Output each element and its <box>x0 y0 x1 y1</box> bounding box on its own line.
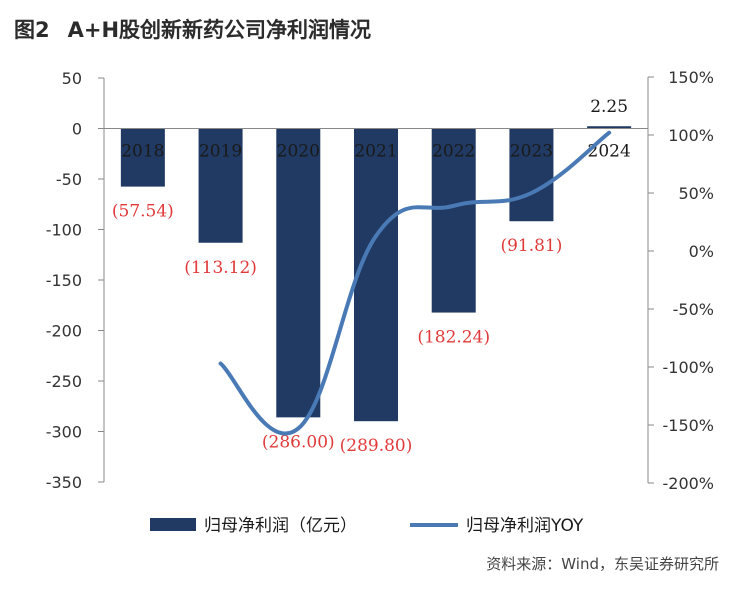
category-label: 2018 <box>121 142 164 162</box>
left-tick-label: -250 <box>46 372 82 391</box>
left-tick-label: -200 <box>46 322 82 341</box>
category-label: 2024 <box>588 142 631 162</box>
data-label: 2.25 <box>590 97 628 117</box>
data-label: (91.81) <box>500 236 562 256</box>
right-axis: 150% 100% 50% 0% -50% -100% -150% -200% <box>647 68 714 493</box>
bar-2021 <box>354 128 398 422</box>
left-tick-label: -50 <box>56 170 82 189</box>
right-tick-label: -100% <box>662 358 714 377</box>
right-tick-label: -200% <box>662 474 714 493</box>
data-label: (286.00) <box>262 432 335 452</box>
left-tick-label: -300 <box>46 423 82 442</box>
line-series <box>218 130 612 436</box>
data-label: (113.12) <box>184 258 257 278</box>
right-tick-label: 0% <box>689 242 714 261</box>
data-label: (57.54) <box>112 202 174 222</box>
bar-2023 <box>509 128 554 222</box>
right-tick-label: -50% <box>673 300 714 319</box>
category-label: 2023 <box>510 142 553 162</box>
bar-2024 <box>587 126 632 129</box>
bar-series: 2018 2019 2020 2021 2022 2023 2024 (57.54) (113.… <box>104 97 648 456</box>
category-label: 2019 <box>199 142 242 162</box>
left-axis: 50 0 -50 -100 -150 -200 -250 -300 -350 <box>46 69 105 492</box>
figure-label: 图2 <box>14 18 50 42</box>
legend-swatch-bar <box>150 518 196 531</box>
data-label: (289.80) <box>340 436 413 456</box>
category-label: 2022 <box>432 142 475 162</box>
right-tick-label: 50% <box>678 184 714 203</box>
left-tick-label: -350 <box>46 473 82 492</box>
left-tick-label: -150 <box>46 271 82 290</box>
right-tick-label: 100% <box>668 126 714 145</box>
data-label: (182.24) <box>417 328 490 348</box>
legend: 归母净利润（亿元） 归母净利润YOY <box>150 516 584 536</box>
bar-2020 <box>276 128 321 418</box>
category-label: 2020 <box>277 142 320 162</box>
bar-2019 <box>198 128 243 243</box>
figure-title: 图2 A+H股创新新药公司净利润情况 <box>14 14 389 44</box>
bar-2018 <box>120 128 165 187</box>
left-tick-label: -100 <box>46 221 82 240</box>
left-tick-label: 0 <box>72 120 82 139</box>
right-tick-label: 150% <box>668 68 714 87</box>
legend-label-line: 归母净利润YOY <box>466 516 584 536</box>
yoy-line <box>218 130 612 436</box>
legend-label-bar: 归母净利润（亿元） <box>204 516 357 536</box>
source-note: 资料来源：Wind，东吴证券研究所 <box>486 555 719 573</box>
category-label: 2021 <box>354 142 397 162</box>
figure-title-text: A+H股创新新药公司净利润情况 <box>67 18 372 42</box>
left-tick-label: 50 <box>62 69 82 88</box>
right-tick-label: -150% <box>662 416 714 435</box>
bar-2022 <box>431 128 476 313</box>
